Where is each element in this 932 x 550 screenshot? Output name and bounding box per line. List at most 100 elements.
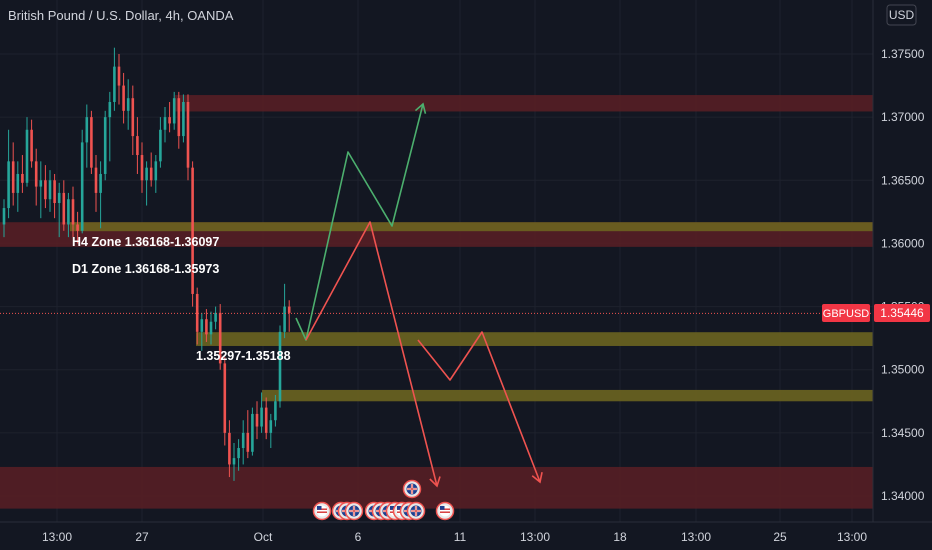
candle-body [113, 66, 116, 102]
candle-body [246, 432, 250, 452]
candle-body [163, 117, 167, 130]
candle-body [44, 180, 47, 200]
flag-stripe [317, 508, 327, 510]
chart-title: British Pound / U.S. Dollar, 4h, OANDA [8, 8, 234, 23]
y-tick-label: 1.37000 [881, 110, 925, 124]
candle-body [71, 199, 75, 225]
candle-body [67, 199, 70, 225]
candle-body [94, 167, 98, 193]
red-projection-path-1 [305, 221, 438, 487]
zone-olive [262, 389, 873, 402]
candle-body [136, 136, 139, 156]
candle-body [287, 306, 291, 313]
red-arrowhead-1 [429, 476, 441, 488]
last-price-tag-text: 1.35446 [880, 306, 924, 320]
candle-body [241, 432, 245, 449]
currency-button[interactable]: USD [886, 4, 917, 26]
zone-olive [70, 222, 873, 232]
candle-body [186, 101, 190, 168]
us-flag-icon[interactable] [312, 501, 332, 521]
candle-body [30, 129, 33, 162]
annotation-lower-zone: 1.35297-1.35188 [196, 349, 291, 363]
zone-red [175, 95, 873, 112]
candle-body [255, 413, 259, 427]
y-tick-label: 1.36500 [881, 173, 925, 187]
candle-body [34, 161, 38, 187]
annotation-h4-zone: H4 Zone 1.36168-1.36097 [72, 235, 219, 249]
flag-canton [317, 506, 322, 510]
currency-label[interactable]: USD [889, 8, 915, 22]
candle-body [218, 312, 222, 364]
green-arrowhead [414, 102, 427, 114]
symbol-tag: GBPUSD [822, 304, 870, 322]
candle-body [11, 161, 15, 193]
x-tick-label: 13:00 [837, 530, 867, 544]
x-tick-label: 6 [355, 530, 362, 544]
candle-body [21, 173, 24, 183]
candle-body [90, 117, 93, 168]
candle-body [159, 129, 162, 162]
candle-body [278, 331, 282, 402]
time-axis[interactable]: 13:00 27 Oct 6 11 13:00 18 13:00 25 13:00 [42, 530, 867, 544]
x-tick-label: 11 [454, 530, 467, 544]
flag-canton [397, 506, 402, 510]
x-tick-label: 18 [613, 530, 627, 544]
candle-body [168, 117, 171, 124]
us-flag-icon[interactable] [435, 501, 455, 521]
candle-body [228, 432, 231, 465]
x-tick-label: 13:00 [42, 530, 72, 544]
zone-olive [196, 332, 873, 346]
green-projection-path [295, 103, 424, 341]
candle-body [172, 98, 176, 124]
candle-body [191, 167, 194, 294]
candle-body [269, 420, 273, 433]
x-tick-label: 25 [773, 530, 787, 544]
candle-body [39, 180, 43, 187]
candle-body [177, 98, 181, 137]
candle-body [25, 129, 29, 183]
last-price-tag-bg [874, 304, 930, 322]
candle-body [99, 173, 102, 193]
candle-body [76, 224, 79, 231]
price-zones [0, 95, 873, 509]
symbol-tag-bg [822, 304, 870, 322]
red-projection-path-2 [417, 331, 541, 483]
event-markers[interactable] [312, 479, 455, 521]
x-tick-label: Oct [254, 530, 273, 544]
projection-arrows [295, 102, 543, 488]
candle-body [264, 407, 268, 433]
candle-body [53, 180, 56, 204]
candlesticks [2, 47, 291, 481]
candle-body [182, 101, 185, 137]
annotation-d1-zone: D1 Zone 1.36168-1.35973 [72, 262, 219, 276]
candle-body [57, 192, 61, 204]
x-tick-label: 13:00 [520, 530, 550, 544]
candle-body [48, 180, 52, 200]
flag-stripe [440, 508, 450, 510]
candle-body [62, 192, 66, 225]
candle-body [223, 363, 227, 433]
x-tick-label: 27 [135, 530, 149, 544]
candle-body [283, 306, 286, 332]
candle-body [232, 458, 236, 465]
uk-flag-icon[interactable] [402, 479, 422, 499]
candle-body [154, 161, 158, 181]
y-tick-label: 1.37500 [881, 47, 925, 61]
candle-body [2, 208, 6, 225]
uk-flag-icon[interactable] [406, 501, 426, 521]
currency-button-frame[interactable] [886, 4, 917, 26]
red-arrowhead-2 [531, 472, 543, 484]
x-tick-label: 13:00 [681, 530, 711, 544]
candle-body [108, 101, 112, 118]
candle-body [214, 312, 217, 322]
candle-body [85, 117, 89, 143]
last-price-tag: 1.35446 [874, 304, 930, 322]
candle-body [205, 319, 208, 335]
y-tick-label: 1.35000 [881, 363, 925, 377]
candle-body [237, 448, 240, 459]
candle-body [140, 155, 144, 181]
uk-flag-icon[interactable] [344, 501, 364, 521]
candle-body [200, 319, 204, 332]
